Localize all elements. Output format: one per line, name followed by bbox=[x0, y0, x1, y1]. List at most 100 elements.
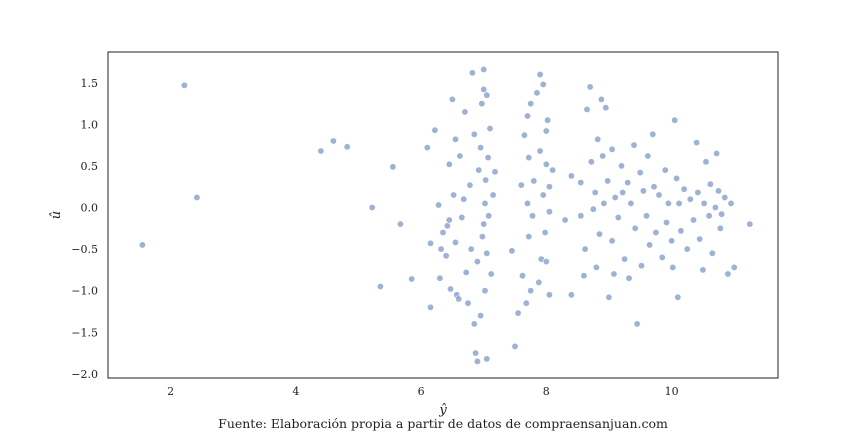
scatter-point bbox=[445, 160, 453, 168]
scatter-point bbox=[644, 152, 652, 160]
x-tick-label: 4 bbox=[292, 385, 299, 398]
scatter-point bbox=[439, 229, 447, 237]
scatter-point bbox=[525, 233, 533, 241]
scatter-point bbox=[389, 163, 397, 171]
scatter-point bbox=[489, 191, 497, 199]
x-axis-label: ŷ bbox=[438, 403, 447, 418]
scatter-point bbox=[619, 189, 627, 197]
scatter-point bbox=[466, 181, 474, 189]
scatter-point bbox=[442, 252, 450, 260]
scatter-point bbox=[535, 278, 543, 286]
scatter-point bbox=[699, 266, 707, 274]
scatter-point bbox=[614, 214, 622, 222]
scatter-point bbox=[721, 194, 729, 202]
scatter-point bbox=[700, 199, 708, 207]
x-axis-ticks: 2 4 6 8 10 bbox=[167, 385, 678, 398]
scatter-point bbox=[525, 154, 533, 162]
chart-caption: Fuente: Elaboración propia a partir de d… bbox=[218, 416, 668, 431]
scatter-point bbox=[475, 166, 483, 174]
scatter-point bbox=[446, 285, 454, 293]
scatter-point bbox=[396, 220, 404, 228]
scatter-point bbox=[460, 195, 468, 203]
scatter-point bbox=[730, 263, 738, 271]
scatter-point bbox=[508, 247, 516, 255]
y-tick-label: 0.0 bbox=[81, 202, 99, 215]
x-tick-label: 6 bbox=[418, 385, 425, 398]
scatter-point bbox=[630, 141, 638, 149]
scatter-point bbox=[617, 162, 625, 170]
scatter-point bbox=[604, 177, 612, 185]
scatter-point bbox=[567, 172, 575, 180]
scatter-point bbox=[589, 205, 597, 213]
scatter-point bbox=[624, 179, 632, 187]
scatter-point bbox=[478, 233, 486, 241]
scatter-point bbox=[481, 199, 489, 207]
scatter-point bbox=[542, 127, 550, 135]
scatter-point bbox=[581, 245, 589, 253]
plot-frame bbox=[107, 51, 779, 379]
scatter-point bbox=[602, 104, 610, 112]
scatter-point bbox=[674, 293, 682, 301]
scatter-point bbox=[696, 235, 704, 243]
scatter-point bbox=[485, 212, 493, 220]
scatter-point bbox=[527, 100, 535, 108]
scatter-point bbox=[605, 293, 613, 301]
scatter-point bbox=[713, 150, 721, 158]
scatter-point bbox=[718, 210, 726, 218]
scatter-point bbox=[608, 145, 616, 153]
y-tick-label: −0.5 bbox=[71, 243, 98, 256]
scatter-point bbox=[426, 239, 434, 247]
scatter-point bbox=[577, 179, 585, 187]
x-tick-label: 10 bbox=[665, 385, 679, 398]
scatter-point bbox=[586, 83, 594, 91]
scatter-point bbox=[625, 274, 633, 282]
scatter-point bbox=[468, 69, 476, 77]
scatter-point bbox=[583, 105, 591, 113]
scatter-point bbox=[464, 299, 472, 307]
scatter-point bbox=[591, 189, 599, 197]
scatter-point bbox=[536, 71, 544, 79]
scatter-point bbox=[600, 199, 608, 207]
points-layer bbox=[138, 66, 754, 365]
scatter-point bbox=[702, 158, 710, 166]
scatter-point bbox=[539, 191, 547, 199]
scatter-point bbox=[545, 291, 553, 299]
x-tick-label: 2 bbox=[167, 385, 174, 398]
scatter-point bbox=[470, 320, 478, 328]
scatter-point bbox=[445, 216, 453, 224]
scatter-point bbox=[646, 241, 654, 249]
scatter-point bbox=[677, 227, 685, 235]
scatter-point bbox=[545, 183, 553, 191]
scatter-point bbox=[662, 219, 670, 227]
scatter-point bbox=[486, 125, 494, 133]
scatter-point bbox=[587, 158, 595, 166]
scatter-point bbox=[317, 147, 325, 155]
scatter-point bbox=[436, 274, 444, 282]
scatter-point bbox=[716, 224, 724, 232]
scatter-point bbox=[542, 160, 550, 168]
scatter-point bbox=[642, 212, 650, 220]
scatter-point bbox=[472, 349, 480, 357]
scatter-point bbox=[483, 91, 491, 99]
scatter-point bbox=[705, 212, 713, 220]
scatter-point bbox=[561, 216, 569, 224]
scatter-point bbox=[523, 199, 531, 207]
scatter-point bbox=[455, 295, 463, 303]
scatter-point bbox=[435, 201, 443, 209]
scatter-point bbox=[536, 147, 544, 155]
scatter-point bbox=[138, 241, 146, 249]
scatter-point bbox=[541, 229, 549, 237]
scatter-point bbox=[694, 189, 702, 197]
scatter-point bbox=[523, 112, 531, 120]
y-tick-label: −1.5 bbox=[71, 326, 98, 339]
scatter-point bbox=[649, 130, 657, 138]
scatter-point bbox=[528, 212, 536, 220]
scatter-point bbox=[426, 303, 434, 311]
scatter-point bbox=[530, 177, 538, 185]
scatter-point bbox=[633, 320, 641, 328]
scatter-point bbox=[483, 249, 491, 257]
scatter-point bbox=[639, 187, 647, 195]
scatter-point bbox=[480, 66, 488, 74]
scatter-point bbox=[470, 130, 478, 138]
scatter-point bbox=[610, 270, 618, 278]
